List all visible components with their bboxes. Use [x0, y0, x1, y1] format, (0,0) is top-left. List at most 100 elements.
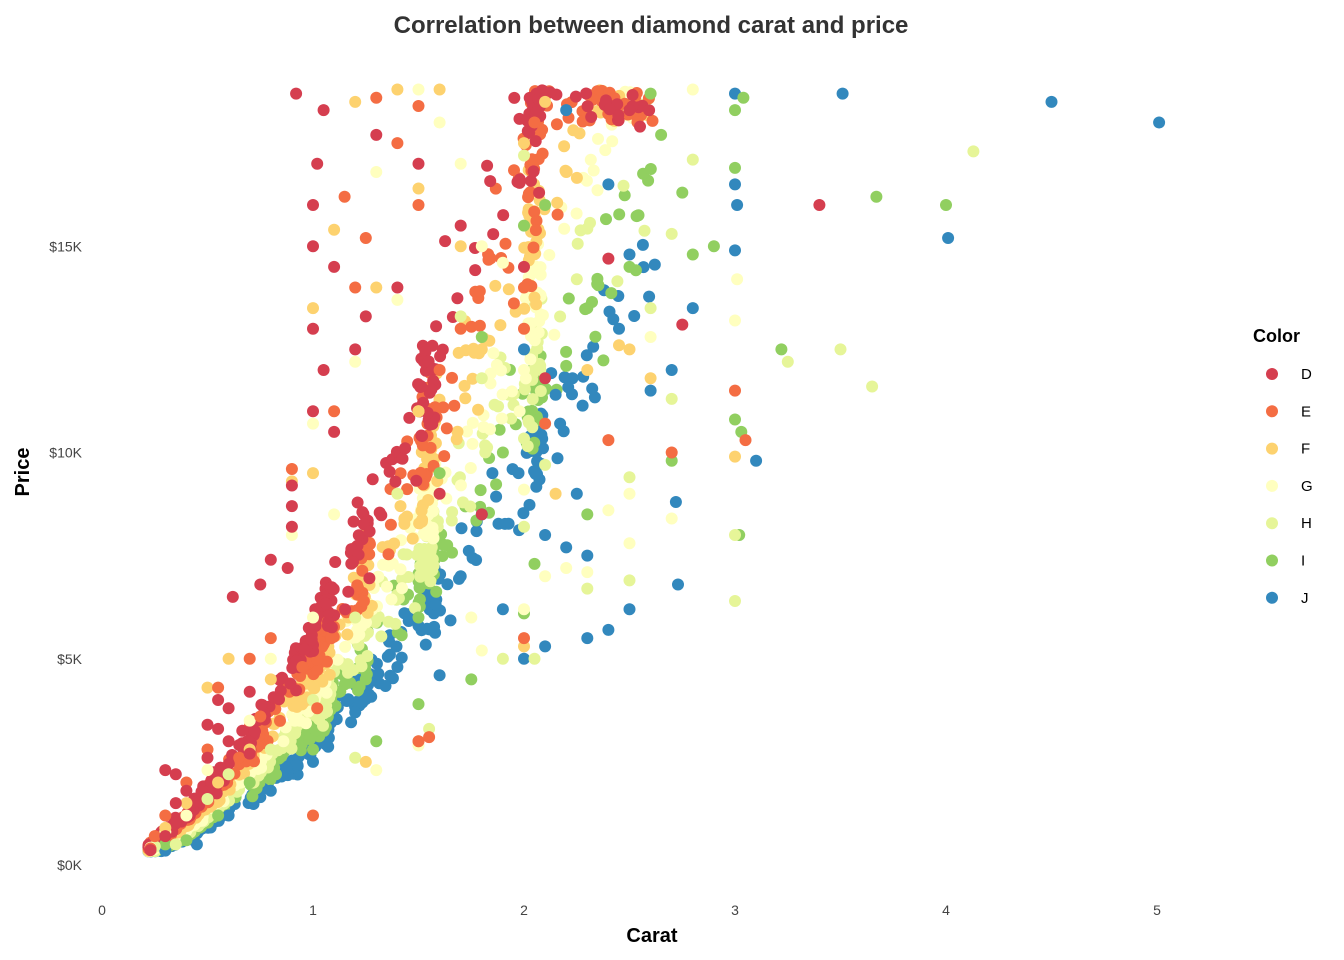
- legend-key-D: [1266, 368, 1278, 380]
- data-point-F: [328, 223, 341, 236]
- point-I: [597, 354, 610, 367]
- data-point-E: [180, 776, 193, 789]
- point-D: [513, 174, 526, 187]
- point-G: [543, 249, 556, 261]
- legend-title: Color: [1253, 326, 1300, 346]
- data-point-J: [549, 388, 562, 401]
- point-E: [522, 187, 535, 200]
- point-E: [416, 439, 429, 452]
- data-point-H: [781, 355, 794, 368]
- data-point-F: [307, 302, 319, 315]
- point-F: [416, 513, 429, 526]
- data-point-E: [412, 199, 425, 211]
- data-point-J: [623, 603, 636, 616]
- point-H: [409, 602, 421, 615]
- data-point-D: [159, 764, 172, 777]
- point-F: [494, 319, 507, 332]
- data-point-D: [539, 372, 552, 385]
- data-point-F: [391, 83, 404, 96]
- point-G: [524, 269, 537, 281]
- point-H: [426, 564, 439, 577]
- data-point-H: [496, 652, 509, 665]
- point-D: [273, 673, 286, 686]
- data-point-D: [518, 260, 530, 273]
- data-point-G: [518, 603, 530, 616]
- point-J: [390, 640, 403, 653]
- data-point-I: [359, 673, 372, 686]
- point-H: [505, 412, 518, 425]
- data-point-F: [307, 467, 319, 480]
- data-point-I: [729, 413, 741, 426]
- data-point-F: [159, 821, 172, 834]
- data-point-G: [539, 570, 552, 583]
- data-point-I: [870, 190, 883, 203]
- data-point-G: [412, 83, 425, 96]
- point-E: [274, 714, 286, 727]
- data-point-H: [423, 722, 436, 735]
- point-G: [277, 735, 290, 748]
- point-F: [518, 302, 531, 315]
- point-G: [580, 174, 593, 187]
- point-D: [481, 159, 494, 172]
- point-H: [526, 421, 539, 434]
- point-J: [441, 578, 454, 591]
- point-H: [400, 548, 413, 561]
- point-F: [466, 372, 479, 385]
- data-point-J: [669, 496, 682, 508]
- data-point-J: [560, 541, 573, 554]
- point-G: [426, 532, 439, 545]
- point-E: [440, 422, 453, 435]
- point-D: [430, 320, 443, 333]
- point-D: [236, 724, 249, 737]
- point-J: [580, 349, 593, 362]
- point-G: [584, 153, 597, 166]
- point-H: [574, 224, 587, 237]
- point-D: [339, 603, 352, 616]
- y-tick-label: $0K: [57, 857, 83, 873]
- point-J: [490, 490, 503, 503]
- point-G: [484, 423, 496, 436]
- point-G: [464, 462, 477, 474]
- legend-key-H: [1266, 517, 1278, 530]
- data-point-H: [729, 529, 741, 541]
- point-D: [603, 103, 616, 116]
- data-point-I: [465, 673, 478, 686]
- point-D: [396, 452, 409, 465]
- data-point-F: [581, 364, 594, 376]
- data-point-D: [290, 87, 303, 100]
- point-G: [519, 292, 532, 305]
- data-point-F: [201, 681, 214, 694]
- data-point-H: [264, 743, 277, 756]
- data-point-G: [644, 331, 657, 343]
- data-point-J: [581, 632, 594, 645]
- data-point-D: [159, 830, 172, 843]
- data-point-D: [307, 240, 319, 253]
- data-point-G: [729, 314, 741, 327]
- point-F: [422, 494, 435, 506]
- point-D: [363, 525, 376, 538]
- point-E: [363, 548, 376, 561]
- data-point-F: [370, 281, 383, 294]
- data-point-I: [655, 128, 668, 141]
- data-point-H: [581, 582, 594, 595]
- point-H: [534, 385, 547, 397]
- data-point-D: [676, 318, 689, 331]
- data-point-D: [254, 578, 267, 591]
- data-point-D: [307, 405, 319, 418]
- data-point-G: [454, 157, 467, 170]
- data-point-J: [433, 669, 446, 682]
- data-point-F: [433, 83, 446, 96]
- point-I: [644, 163, 657, 175]
- legend-label-E: E: [1301, 403, 1311, 420]
- point-H: [411, 548, 424, 561]
- point-H: [361, 650, 374, 662]
- data-point-H: [169, 838, 182, 851]
- point-E: [484, 252, 497, 265]
- point-F: [394, 500, 407, 513]
- data-point-H: [518, 520, 530, 533]
- point-G: [484, 377, 497, 390]
- point-G: [495, 412, 508, 425]
- point-J: [429, 598, 442, 611]
- data-point-G: [349, 355, 362, 368]
